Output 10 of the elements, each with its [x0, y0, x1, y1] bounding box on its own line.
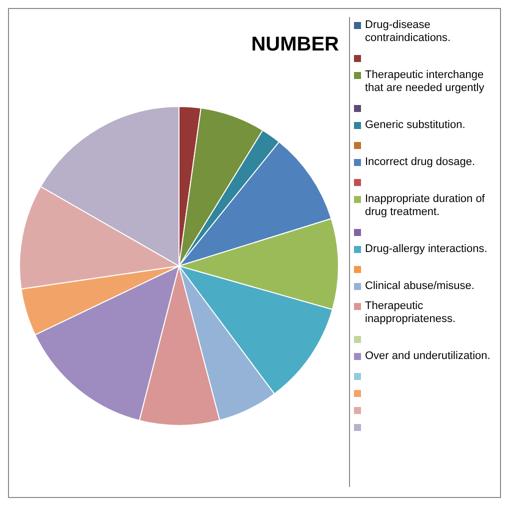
legend-label: Clinical abuse/misuse. [365, 280, 474, 293]
legend-label: Generic substitution. [365, 119, 466, 132]
legend-label: Therapeutic interchange that are needed urgently [365, 69, 486, 95]
text: NUMBER [251, 34, 340, 56]
legend-label: Therapeutic inappropriateness. [365, 300, 457, 326]
legend-label: Drug-allergy interactions. [365, 243, 488, 256]
legend-label: Drug-disease contraindications. [365, 19, 452, 45]
legend-label: Over and underutilization. [365, 350, 490, 363]
legend-label: Inappropriate duration of drug treatment. [365, 193, 486, 219]
legend-label: Incorrect drug dosage. [365, 156, 476, 169]
